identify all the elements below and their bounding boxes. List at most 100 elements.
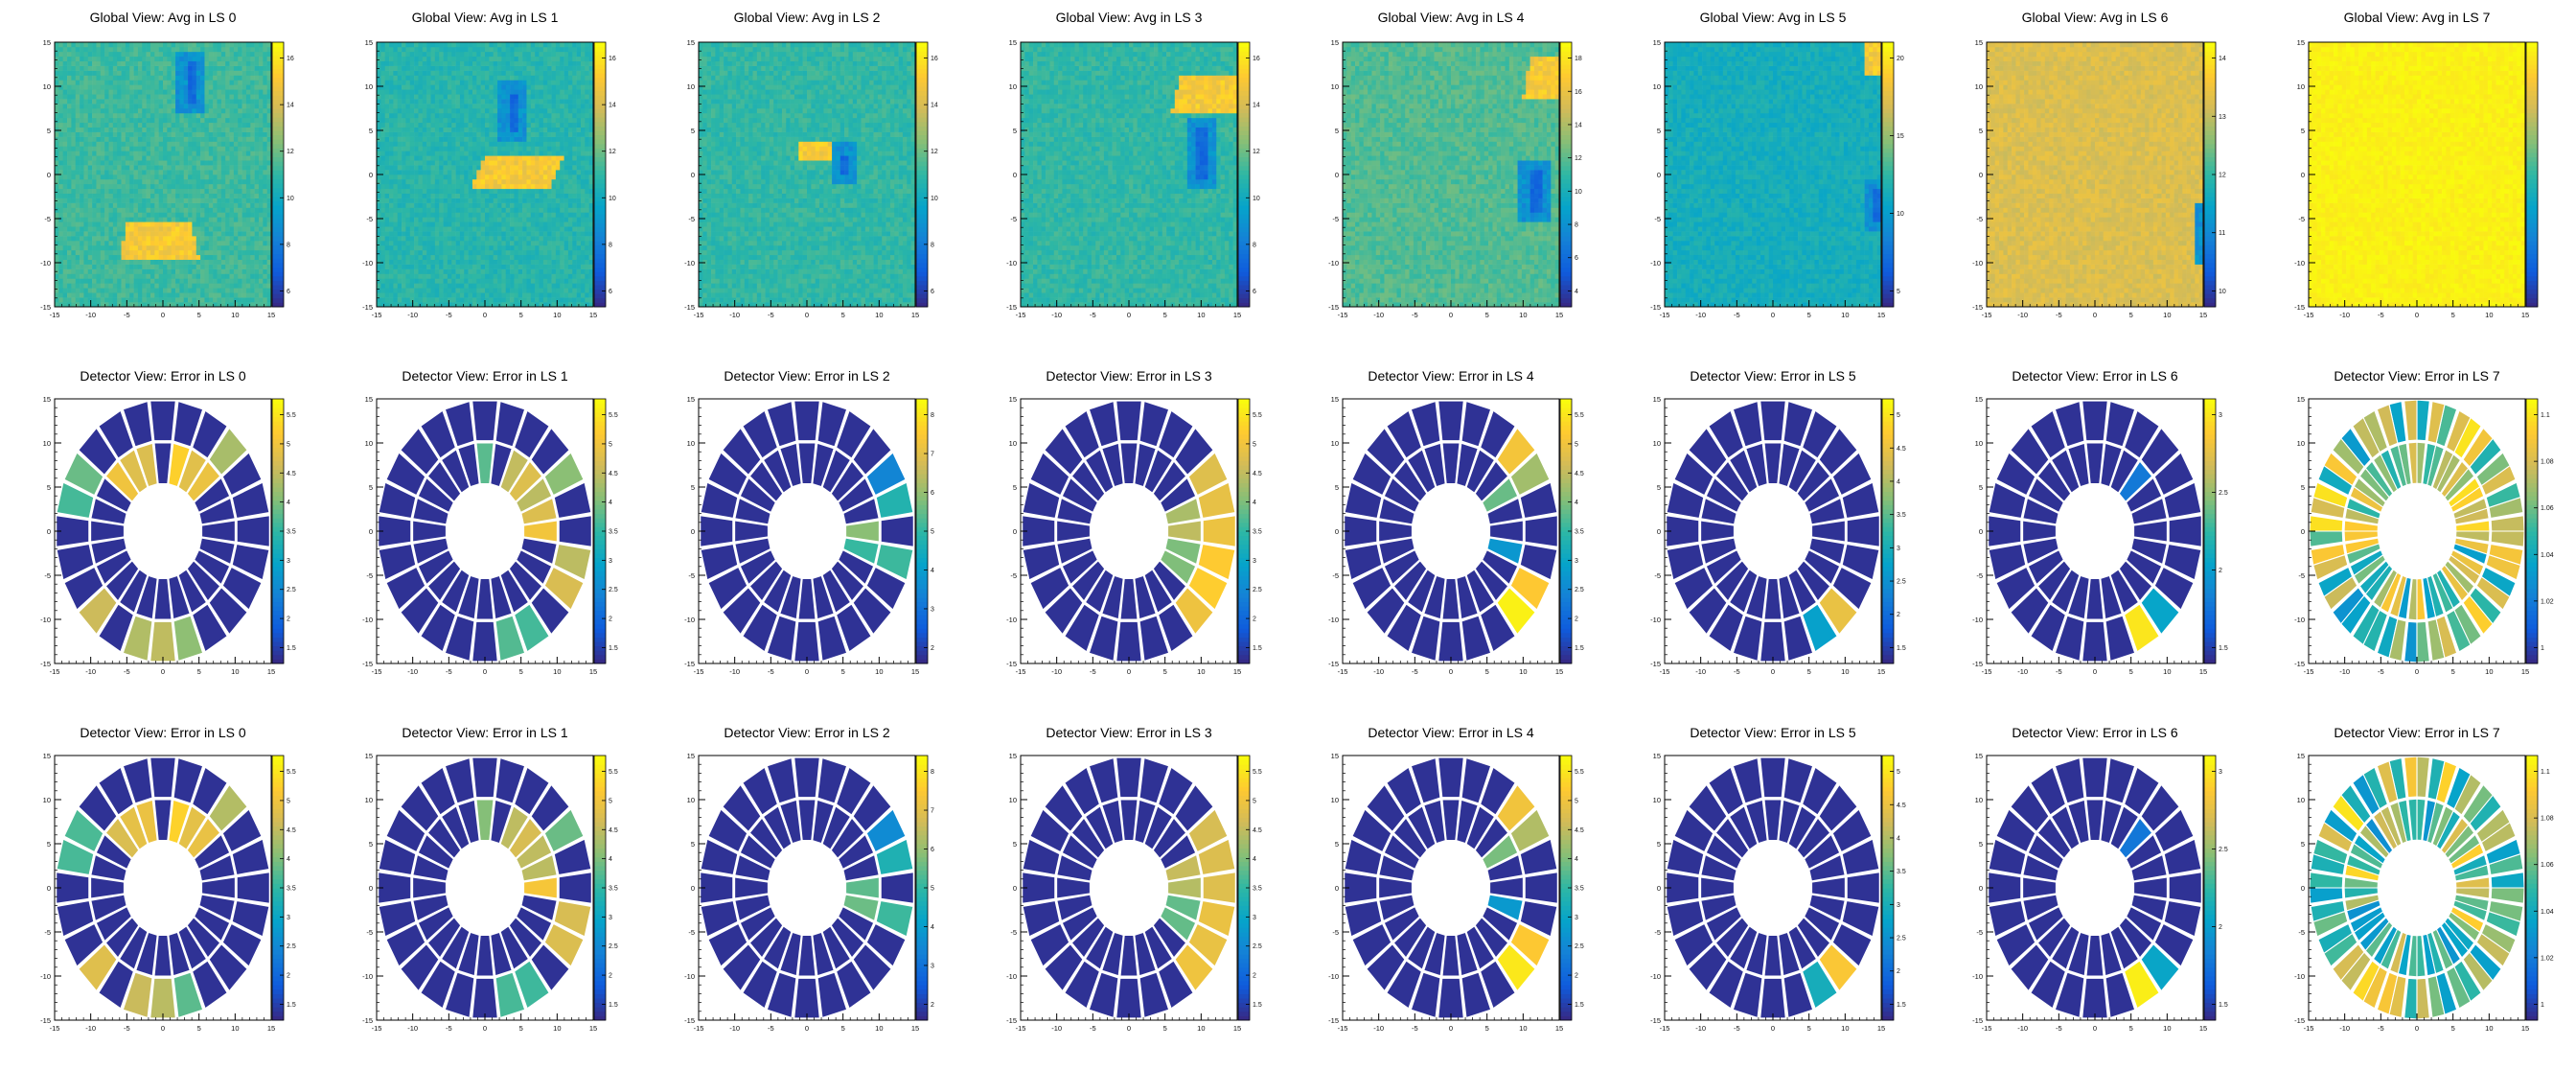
heatmap-cell [443,51,448,58]
heatmap-cell [125,155,130,161]
heatmap-cell [229,288,235,293]
heatmap-cell [175,127,180,132]
heatmap-cell [505,217,511,222]
heatmap-cell [213,46,218,53]
heatmap-cell [188,122,193,128]
heatmap-cell [409,42,415,48]
heatmap-cell [384,217,390,222]
heatmap-cell [459,131,465,137]
heatmap-cell [459,241,465,246]
heatmap-cell [493,231,498,237]
heatmap-cell [238,288,242,293]
heatmap-cell [137,80,143,85]
heatmap-cell [129,46,134,53]
heatmap-cell [146,136,151,142]
heatmap-cell [389,65,394,71]
heatmap-cell [233,146,239,151]
heatmap-cell [426,51,431,58]
heatmap-cell [220,42,226,48]
heatmap-cell [238,273,242,279]
heatmap-cell [389,217,394,222]
heatmap-cell [393,42,399,48]
heatmap-cell [96,127,102,132]
heatmap-cell [468,60,473,66]
heatmap-cell [418,264,424,269]
heatmap-cell [175,170,180,175]
heatmap-cell [171,207,176,213]
heatmap-cell [384,254,390,261]
heatmap-cell [405,268,411,274]
heatmap-cell [146,70,151,76]
heatmap-cell [117,165,122,171]
heatmap-cell [233,170,239,175]
heatmap-cell [192,268,197,274]
heatmap-cell [493,70,498,76]
heatmap-cell [480,264,486,269]
heatmap-cell [83,198,89,203]
heatmap-cell [225,236,230,242]
heatmap-cell [480,141,486,147]
heatmap-cell [464,70,469,76]
heatmap-cell [229,155,235,161]
heatmap-cell [75,51,80,58]
heatmap-cell [518,188,523,195]
heatmap-cell [71,141,77,147]
heatmap-cell [258,84,264,90]
heatmap-cell [389,104,394,109]
heatmap-cell [510,155,515,161]
heatmap-cell [133,80,139,85]
heatmap-cell [83,221,89,227]
heatmap-cell [150,178,155,185]
heatmap-cell [154,254,159,261]
heatmap-cell [229,136,235,142]
heatmap-cell [514,193,519,198]
heatmap-cell [92,60,97,66]
heatmap-cell [250,231,255,237]
heatmap-cell [254,193,260,198]
heatmap-cell [422,212,427,218]
heatmap-cell [96,170,102,175]
heatmap-cell [112,212,118,218]
colorbar-tick-label: 12 [287,149,294,155]
heatmap-cell [117,193,122,198]
heatmap-cell [225,273,230,279]
heatmap-cell [480,292,486,298]
heatmap-cell [501,122,507,128]
heatmap-cell [188,297,193,303]
heatmap-cell [472,65,477,71]
heatmap-cell [225,297,230,303]
heatmap-cell [439,193,444,198]
heatmap-cell [129,160,134,166]
heatmap-cell [80,292,84,298]
heatmap-cell [414,183,419,190]
heatmap-cell [414,226,419,232]
heatmap-cell [150,165,155,171]
heatmap-cell [220,84,226,90]
heatmap-cell [377,108,381,114]
heatmap-cell [472,278,477,284]
heatmap-cell [142,202,147,208]
heatmap-cell [468,89,473,95]
heatmap-cell [250,165,255,171]
heatmap-cell [225,104,230,109]
heatmap-cell [464,268,469,274]
heatmap-cell [258,136,264,142]
heatmap-cell [389,112,394,119]
heatmap-cell [238,99,242,105]
heatmap-cell [472,108,477,114]
heatmap-cell [242,75,247,81]
heatmap-cell [384,46,390,53]
heatmap-cell [497,122,502,128]
heatmap-cell [158,226,164,232]
heatmap-cell [200,56,205,62]
heatmap-cell [258,51,264,58]
heatmap-cell [464,283,469,289]
heatmap-cell [137,117,143,124]
heatmap-cell [402,221,406,227]
heatmap-cell [464,146,469,151]
heatmap-cell [133,136,139,142]
heatmap-cell [485,207,490,213]
heatmap-cell [171,117,176,124]
heatmap-cell [117,188,122,195]
heatmap-cell [455,170,461,175]
